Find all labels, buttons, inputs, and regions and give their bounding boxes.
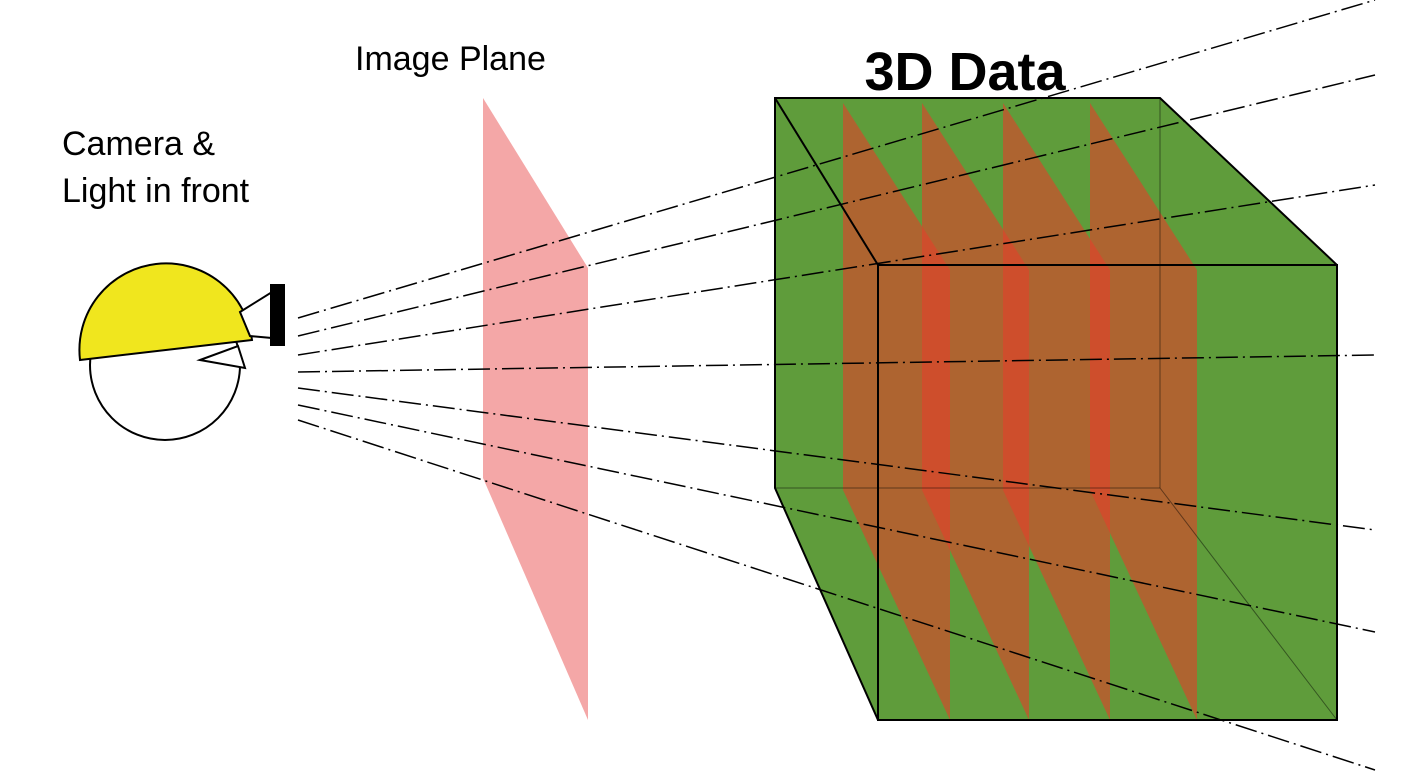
slice — [1090, 103, 1197, 720]
light — [78, 262, 254, 362]
image-plane — [483, 98, 588, 720]
eye — [196, 344, 247, 370]
slice — [922, 103, 1029, 720]
image-plane-label: Image Plane — [355, 40, 546, 78]
camera-label: Camera & — [62, 125, 215, 163]
camera-label: Light in front — [62, 172, 250, 210]
slices — [843, 103, 1197, 720]
slice — [1003, 103, 1110, 720]
camera-lens — [270, 284, 285, 346]
rays — [297, 0, 1376, 771]
cube-edges — [774, 97, 1338, 721]
data-label: 3D Data — [864, 42, 1066, 102]
